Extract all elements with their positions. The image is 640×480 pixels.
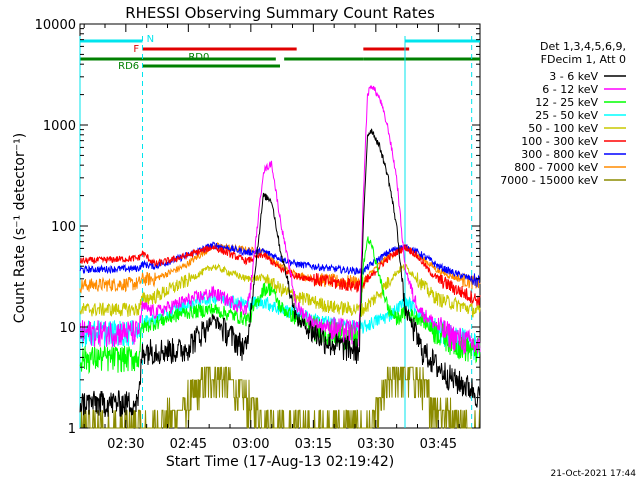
legend-entry-label: 3 - 6 keV <box>549 70 598 83</box>
legend-entry-label: 300 - 800 keV <box>521 148 598 161</box>
y-tick-label: 10 <box>59 321 76 336</box>
legend-entry-label: 800 - 7000 keV <box>514 161 598 174</box>
x-tick-label: 02:45 <box>170 437 207 452</box>
series-line-50-100-kev <box>79 263 481 318</box>
x-tick-label: 03:30 <box>357 437 394 452</box>
legend-entry-label: 12 - 25 keV <box>535 96 598 109</box>
series-line-7000-15000-kev <box>80 366 480 429</box>
axes: 02:30 02:45 03:00 03:15 03:30 03:45 1 10 100 1000… <box>35 18 481 452</box>
x-tick-label: 03:45 <box>420 437 457 452</box>
x-tick-label: 03:15 <box>295 437 332 452</box>
x-axis-label: Start Time (17-Aug-13 02:19:42) <box>166 454 394 470</box>
state-label-n: N <box>147 34 154 45</box>
legend: Det 1,3,4,5,6,9,FDecim 1, Att 0 3 - 6 keV… <box>500 40 626 187</box>
legend-entry-label: 50 - 100 keV <box>528 122 598 135</box>
state-label-f: F <box>133 44 139 55</box>
x-tick-label: 03:00 <box>232 437 269 452</box>
legend-entry-label: 6 - 12 keV <box>542 83 598 96</box>
legend-entry-label: 100 - 300 keV <box>521 135 598 148</box>
legend-header: FDecim 1, Att 0 <box>541 53 626 66</box>
legend-entry-label: 25 - 50 keV <box>535 109 598 122</box>
series-line-6-12-kev <box>79 84 481 356</box>
state-bars: NF RD0 RD6 <box>80 34 480 72</box>
legend-entry-label: 7000 - 15000 keV <box>500 174 598 187</box>
x-tick-label: 02:30 <box>107 437 144 452</box>
legend-header: Det 1,3,4,5,6,9, <box>540 40 626 53</box>
y-axis-label: Count Rate (s⁻¹ detector⁻¹) <box>12 133 28 323</box>
state-label-rd0: RD0 <box>188 52 209 63</box>
chart-title: RHESSI Observing Summary Count Rates <box>125 4 435 22</box>
series-line-3-6-kev <box>79 128 481 418</box>
series-line-100-300-kev <box>79 244 481 308</box>
footer-date: 21-Oct-2021 17:44 <box>551 469 637 479</box>
y-tick-label: 1000 <box>43 119 76 134</box>
state-vlines <box>79 36 473 428</box>
y-tick-label: 1 <box>68 422 76 437</box>
series-line-12-25-kev <box>79 236 481 375</box>
y-tick-label: 10000 <box>35 18 76 33</box>
state-label-rd6: RD6 <box>118 61 139 72</box>
y-tick-label: 100 <box>51 220 76 235</box>
series-layer <box>79 84 481 429</box>
